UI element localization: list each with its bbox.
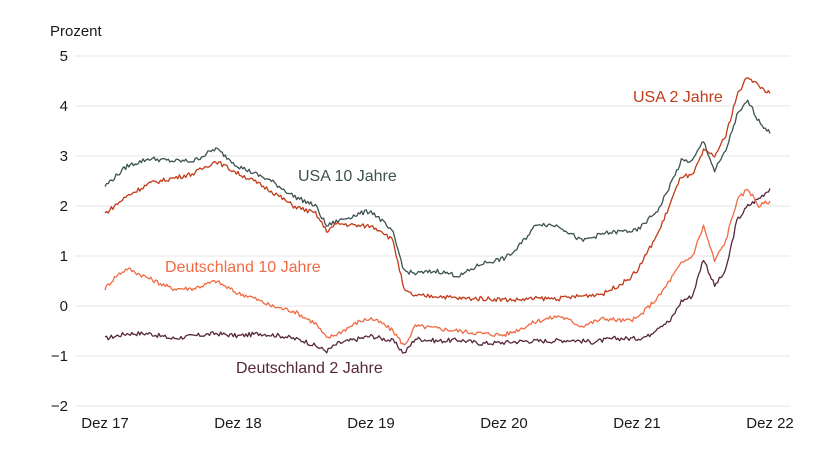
series-label-deutschland-10-jahre: Deutschland 10 Jahre: [165, 259, 321, 276]
series-line-usa-10-jahre: [104, 99, 771, 278]
series-label-usa-10-jahre: USA 10 Jahre: [298, 168, 397, 185]
y-tick-label: 5: [60, 48, 68, 65]
series-labels: USA 10 Jahre USA 2 Jahre Deutschland 10 Ja…: [165, 89, 723, 377]
gridlines: [75, 55, 790, 407]
series-lines: [104, 77, 771, 354]
y-tick-label: −2: [51, 398, 68, 415]
series-line-usa-2-jahre: [104, 77, 771, 303]
y-tick-label: 2: [60, 198, 68, 215]
series-label-usa-2-jahre: USA 2 Jahre: [633, 89, 723, 106]
x-tick-label: Dez 18: [214, 415, 262, 432]
series-line-deutschland-10-jahre: [104, 188, 771, 346]
y-tick-label: 4: [60, 98, 68, 115]
x-tick-label: Dez 22: [746, 415, 794, 432]
y-tick-label: −1: [51, 348, 68, 365]
y-axis-unit-label: Prozent: [50, 23, 103, 40]
series-label-deutschland-2-jahre: Deutschland 2 Jahre: [236, 360, 383, 377]
y-tick-label: 3: [60, 148, 68, 165]
x-tick-label: Dez 17: [81, 415, 129, 432]
y-axis-ticks: 5 4 3 2 1 0 −1 −2: [51, 48, 68, 415]
y-tick-label: 0: [60, 298, 68, 315]
x-tick-label: Dez 20: [480, 415, 528, 432]
x-tick-label: Dez 21: [613, 415, 661, 432]
series-line-deutschland-2-jahre: [104, 188, 771, 354]
x-tick-label: Dez 19: [347, 415, 395, 432]
x-axis-ticks: Dez 17 Dez 18 Dez 19 Dez 20 Dez 21 Dez 22: [81, 415, 794, 432]
y-tick-label: 1: [60, 248, 68, 265]
